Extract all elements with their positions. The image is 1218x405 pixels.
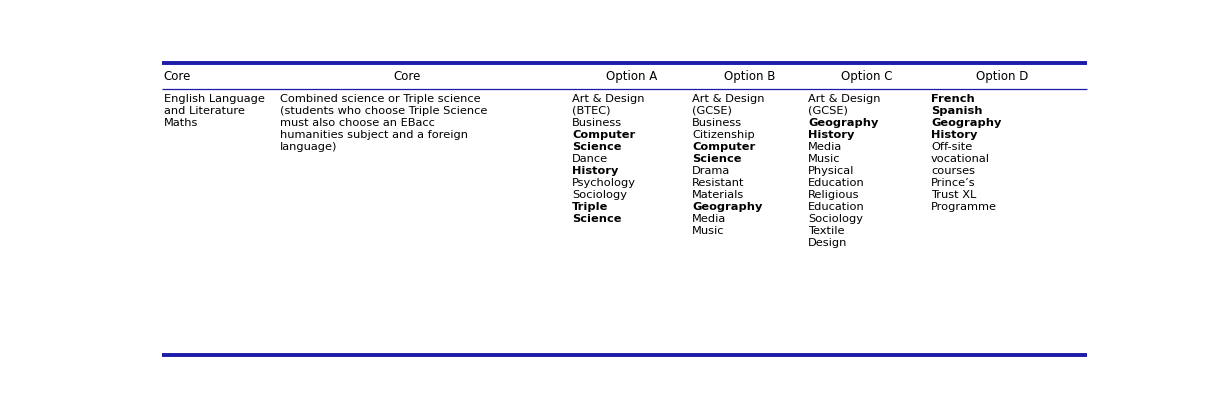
Text: Music: Music bbox=[692, 226, 725, 236]
Text: Materials: Materials bbox=[692, 190, 744, 200]
Text: Art & Design: Art & Design bbox=[809, 94, 881, 104]
Text: French: French bbox=[931, 94, 974, 104]
Text: Citizenship: Citizenship bbox=[692, 130, 755, 140]
Text: Science: Science bbox=[572, 142, 622, 152]
Text: vocational: vocational bbox=[931, 154, 990, 164]
Text: Textile: Textile bbox=[809, 226, 845, 236]
Text: History: History bbox=[809, 130, 855, 140]
Text: Resistant: Resistant bbox=[692, 178, 744, 188]
Text: (students who choose Triple Science: (students who choose Triple Science bbox=[280, 106, 487, 116]
Text: Programme: Programme bbox=[931, 202, 998, 212]
Text: (GCSE): (GCSE) bbox=[809, 106, 848, 116]
Text: Option C: Option C bbox=[842, 70, 893, 83]
Text: Geography: Geography bbox=[692, 202, 762, 212]
Text: (GCSE): (GCSE) bbox=[692, 106, 732, 116]
Text: Psychology: Psychology bbox=[572, 178, 636, 188]
Text: History: History bbox=[931, 130, 977, 140]
Text: Computer: Computer bbox=[692, 142, 755, 152]
Text: Off-site: Off-site bbox=[931, 142, 972, 152]
Text: must also choose an EBacc: must also choose an EBacc bbox=[280, 118, 435, 128]
Text: Religious: Religious bbox=[809, 190, 860, 200]
Text: English Language: English Language bbox=[163, 94, 264, 104]
Text: courses: courses bbox=[931, 166, 974, 176]
Text: History: History bbox=[572, 166, 619, 176]
Text: Sociology: Sociology bbox=[572, 190, 627, 200]
Text: Business: Business bbox=[692, 118, 742, 128]
Text: Art & Design: Art & Design bbox=[692, 94, 765, 104]
Text: Prince’s: Prince’s bbox=[931, 178, 976, 188]
Text: Business: Business bbox=[572, 118, 622, 128]
Text: Triple: Triple bbox=[572, 202, 609, 212]
Text: Education: Education bbox=[809, 178, 865, 188]
Text: Drama: Drama bbox=[692, 166, 731, 176]
Text: Education: Education bbox=[809, 202, 865, 212]
Text: Music: Music bbox=[809, 154, 840, 164]
Text: Option B: Option B bbox=[723, 70, 776, 83]
Text: Sociology: Sociology bbox=[809, 214, 864, 224]
Text: Physical: Physical bbox=[809, 166, 855, 176]
Text: Design: Design bbox=[809, 238, 848, 248]
Text: humanities subject and a foreign: humanities subject and a foreign bbox=[280, 130, 468, 140]
Text: Geography: Geography bbox=[931, 118, 1001, 128]
Text: Science: Science bbox=[572, 214, 622, 224]
Text: Option A: Option A bbox=[607, 70, 658, 83]
Text: language): language) bbox=[280, 142, 337, 152]
Text: Media: Media bbox=[692, 214, 726, 224]
Text: Trust XL: Trust XL bbox=[931, 190, 977, 200]
Text: Spanish: Spanish bbox=[931, 106, 983, 116]
Text: Geography: Geography bbox=[809, 118, 878, 128]
Text: Art & Design: Art & Design bbox=[572, 94, 644, 104]
Text: Core: Core bbox=[163, 70, 191, 83]
Text: Media: Media bbox=[809, 142, 843, 152]
Text: Computer: Computer bbox=[572, 130, 636, 140]
Text: and Literature: and Literature bbox=[163, 106, 245, 116]
Text: Core: Core bbox=[393, 70, 420, 83]
Text: Combined science or Triple science: Combined science or Triple science bbox=[280, 94, 480, 104]
Text: (BTEC): (BTEC) bbox=[572, 106, 610, 116]
Text: Science: Science bbox=[692, 154, 742, 164]
Text: Maths: Maths bbox=[163, 118, 199, 128]
Text: Dance: Dance bbox=[572, 154, 609, 164]
Text: Option D: Option D bbox=[976, 70, 1028, 83]
